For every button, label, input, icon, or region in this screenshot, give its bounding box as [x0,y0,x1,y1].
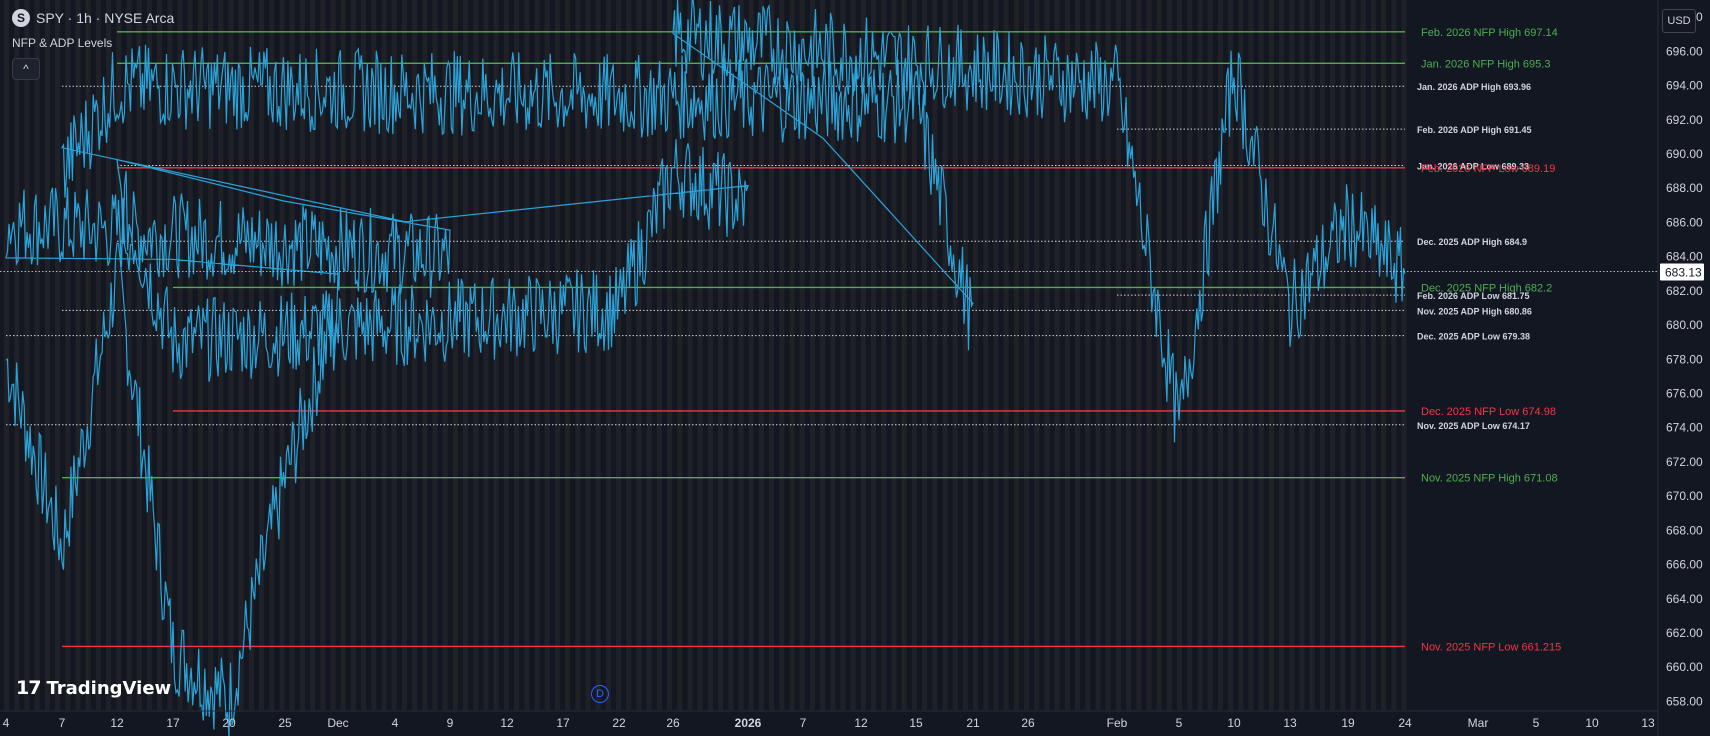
time-tick-label: 4 [3,716,10,730]
level-label-11: Dec. 2025 NFP Low 674.98 [1421,406,1556,418]
time-tick-label: 10 [1585,716,1599,730]
time-tick-label: 19 [1341,716,1355,730]
price-tick-label: 660.00 [1666,660,1703,674]
price-tick-label: 664.00 [1666,592,1703,606]
symbol-logo-icon: S [12,9,30,27]
price-tick-label: 666.00 [1666,558,1703,572]
time-tick-label: 7 [59,716,66,730]
price-tick-label: 674.00 [1666,421,1703,435]
time-tick-label: 2026 [735,716,762,730]
time-tick-label: 15 [909,716,923,730]
level-label-0: Feb. 2026 NFP High 697.14 [1421,27,1558,39]
time-tick-label: 5 [1533,716,1540,730]
time-tick-label: Feb [1107,716,1128,730]
price-tick-label: 696.00 [1666,44,1703,58]
price-tick-label: 662.00 [1666,626,1703,640]
price-tick-label: 670.00 [1666,489,1703,503]
time-tick-label: Dec [327,716,348,730]
time-tick-label: 17 [556,716,570,730]
price-tick-label: 668.00 [1666,523,1703,537]
level-label-2: Jan. 2026 ADP High 693.96 [1417,82,1531,92]
time-tick-label: 22 [612,716,626,730]
level-label-7: Dec. 2025 NFP High 682.2 [1421,282,1552,294]
level-label-3: Feb. 2026 ADP High 691.45 [1417,125,1532,135]
tradingview-logo: 17 TradingView [16,677,171,699]
symbol-header[interactable]: S SPY · 1h · NYSE Arca [12,9,174,27]
time-tick-label: 26 [1021,716,1035,730]
time-tick-label: 7 [800,716,807,730]
price-tick-label: 686.00 [1666,215,1703,229]
tradingview-logo-text: TradingView [46,677,172,699]
price-series [0,0,1658,736]
tradingview-logo-icon: 17 [16,677,41,699]
price-tick-label: 684.00 [1666,250,1703,264]
price-tick-label: 682.00 [1666,284,1703,298]
level-label-13: Nov. 2025 NFP High 671.08 [1421,473,1558,485]
time-tick-label: 13 [1641,716,1655,730]
time-tick-label: 17 [166,716,180,730]
price-tick-label: 688.00 [1666,181,1703,195]
time-tick-label: Mar [1468,716,1489,730]
time-tick-label: 5 [1176,716,1183,730]
chevron-up-icon: ^ [23,62,29,76]
currency-button[interactable]: USD [1662,9,1696,33]
level-label-8: Feb. 2026 ADP Low 681.75 [1417,291,1530,301]
time-tick-label: 12 [500,716,514,730]
level-label-14: Nov. 2025 NFP Low 661.215 [1421,641,1561,653]
time-tick-label: 21 [966,716,980,730]
price-tick-label: 678.00 [1666,352,1703,366]
price-tick-label: 676.00 [1666,386,1703,400]
last-price-label: 683.13 [1665,266,1702,280]
price-tick-label: 680.00 [1666,318,1703,332]
time-tick-label: 12 [854,716,868,730]
time-tick-label: 12 [110,716,124,730]
level-label-9: Nov. 2025 ADP High 680.86 [1417,306,1532,316]
symbol-title[interactable]: SPY · 1h · NYSE Arca [36,10,175,26]
level-label-10: Dec. 2025 ADP Low 679.38 [1417,332,1530,342]
indicator-name[interactable]: NFP & ADP Levels [12,36,113,50]
price-line[interactable] [5,0,1406,736]
time-tick-label: 20 [222,716,236,730]
price-tick-label: 692.00 [1666,113,1703,127]
price-tick-label: 694.00 [1666,79,1703,93]
time-tick-label: 9 [447,716,454,730]
level-label-4: Jan. 2026 ADP Low 689.33 [1417,161,1529,171]
last-price-badge [1660,263,1704,281]
time-tick-label: 24 [1398,716,1412,730]
time-tick-label: 10 [1227,716,1241,730]
price-tick-label: 658.00 [1666,694,1703,708]
level-label-1: Jan. 2026 NFP High 695.3 [1421,58,1550,70]
level-label-6: Dec. 2025 ADP High 684.9 [1417,237,1527,247]
level-label-12: Nov. 2025 ADP Low 674.17 [1417,421,1530,431]
time-tick-label: 25 [278,716,292,730]
level-label-5: Feb. 2026 NFP Low 689.19 [1421,163,1555,175]
time-tick-label: 4 [392,716,399,730]
time-tick-label: 13 [1283,716,1297,730]
dividend-marker-icon[interactable]: D [591,685,609,703]
time-tick-label: 26 [666,716,680,730]
collapse-indicators-button[interactable]: ^ [12,58,40,80]
price-tick-label: 672.00 [1666,455,1703,469]
price-axis: 658.00 660.00 662.00 664.00 666.00 668.00 670.… [1657,0,1704,736]
time-axis: 4 7 12 17 20 25 Dec 4 9 12 17 22 26 2026 7 12 15 21 26 Feb 5… [0,710,1658,730]
level-labels: Feb. 2026 NFP High 697.14 Jan. 2026 NFP H… [1417,27,1561,654]
price-tick-label: 690.00 [1666,147,1703,161]
